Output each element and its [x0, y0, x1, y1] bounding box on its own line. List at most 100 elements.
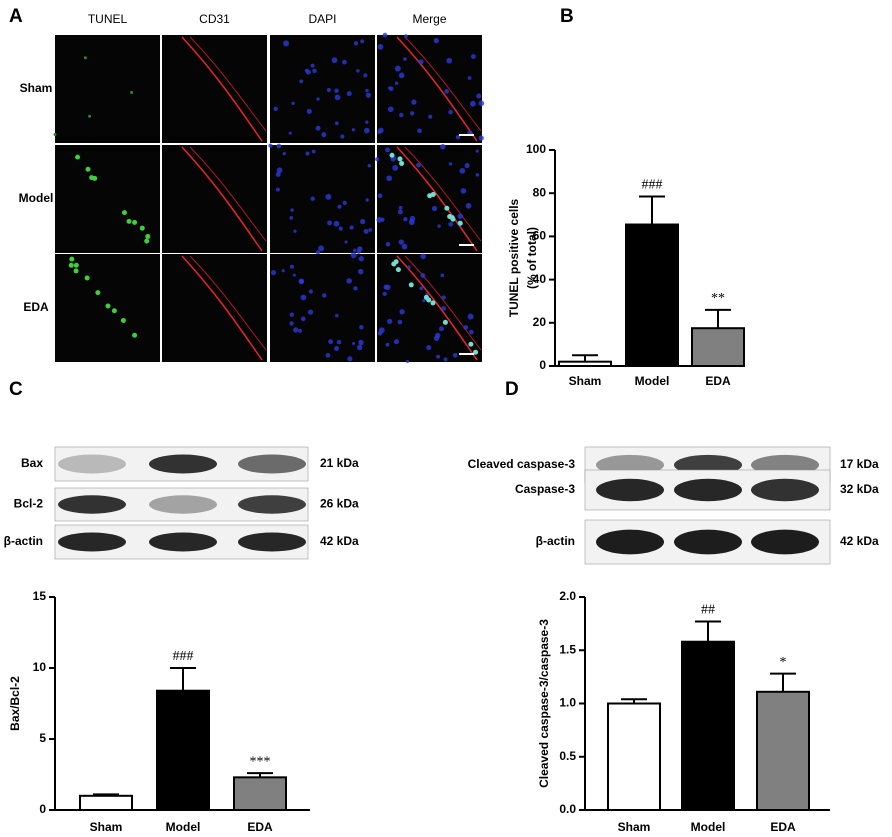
vessel — [181, 255, 263, 361]
nucleus — [347, 356, 353, 362]
nucleus — [403, 217, 408, 222]
nucleus — [276, 143, 282, 149]
nucleus — [363, 127, 370, 134]
nucleus — [392, 164, 399, 171]
nucleus — [403, 57, 407, 61]
nucleus — [438, 326, 445, 332]
tunel-cell — [88, 114, 92, 118]
tunel-cell — [132, 219, 138, 225]
y-axis-label: Cleaved caspase-3/caspase-3 — [537, 619, 551, 788]
nucleus — [443, 357, 448, 362]
tunel-cell — [121, 210, 127, 216]
nucleus — [420, 273, 426, 278]
panel-label: C — [9, 379, 23, 400]
nucleus — [475, 149, 479, 153]
blot-band — [674, 478, 742, 502]
nucleus — [281, 269, 285, 273]
blot-band — [596, 478, 664, 502]
micrograph — [270, 145, 375, 253]
nucleus — [465, 203, 472, 209]
nucleus — [306, 108, 312, 115]
nucleus — [299, 79, 304, 84]
nucleus — [378, 127, 384, 134]
nucleus — [464, 162, 470, 169]
blot-band — [58, 495, 126, 514]
tunel-cell — [457, 220, 463, 226]
nucleus — [338, 226, 343, 231]
nucleus — [308, 289, 313, 294]
nucleus — [326, 87, 331, 93]
nucleus — [368, 228, 373, 232]
nucleus — [440, 273, 445, 278]
nucleus — [383, 284, 389, 290]
nucleus — [365, 92, 372, 98]
y-tick-label: 20 — [533, 315, 547, 329]
nucleus — [377, 44, 384, 50]
nucleus — [344, 240, 348, 244]
nucleus — [399, 112, 404, 118]
nucleus — [455, 134, 461, 140]
vessel — [181, 36, 263, 142]
y-tick-label: 60 — [533, 229, 547, 243]
nucleus — [441, 306, 447, 311]
blot-band — [751, 529, 819, 555]
nucleus — [431, 205, 438, 212]
nucleus — [398, 205, 403, 210]
nucleus — [433, 335, 440, 342]
tunel-cell — [120, 317, 126, 323]
tunel-cell — [69, 256, 75, 262]
micrograph — [270, 35, 375, 143]
bar — [156, 689, 210, 811]
nucleus — [342, 200, 347, 206]
nucleus — [398, 72, 405, 79]
y-tick-label: 0.5 — [559, 749, 576, 763]
bar — [681, 640, 735, 811]
nucleus — [291, 101, 295, 106]
y-tick-label: 0 — [539, 358, 546, 372]
y-tick-label: 2.0 — [559, 589, 576, 603]
blot-size: 42 kDa — [320, 534, 359, 548]
nucleus — [399, 309, 405, 315]
nucleus — [467, 313, 474, 320]
blot-band — [149, 454, 217, 474]
vessel — [189, 255, 267, 351]
nucleus — [478, 135, 484, 141]
nucleus — [365, 198, 369, 202]
bar — [79, 794, 133, 811]
nucleus — [375, 157, 380, 162]
tunel-cell — [395, 267, 401, 273]
nucleus — [470, 54, 476, 60]
tunel-cell — [145, 233, 151, 239]
tunel-cell — [84, 275, 90, 281]
nucleus — [290, 208, 294, 212]
nucleus — [304, 68, 309, 73]
bar — [691, 327, 745, 368]
tunel-cell — [389, 152, 395, 158]
blot-size: 32 kDa — [840, 482, 879, 496]
x-tick-label: Model — [691, 820, 726, 834]
tunel-cell — [408, 282, 414, 288]
y-tick-label: 80 — [533, 185, 547, 199]
bar — [607, 702, 661, 811]
nucleus — [411, 99, 417, 105]
blot-size: 26 kDa — [320, 497, 359, 511]
nucleus — [365, 88, 369, 93]
blot-band — [149, 532, 217, 552]
bar — [756, 690, 810, 811]
nucleus — [334, 94, 341, 101]
significance-label: *** — [250, 754, 271, 769]
nucleus — [394, 81, 399, 85]
blot-band — [238, 454, 306, 474]
tunel-cell — [139, 225, 145, 231]
nucleus — [446, 57, 453, 64]
nucleus — [469, 100, 476, 107]
nucleus — [358, 256, 364, 262]
nucleus — [393, 339, 400, 345]
nucleus — [380, 217, 385, 222]
tunel-cell — [449, 215, 455, 221]
significance-label: ** — [711, 291, 725, 306]
nucleus — [387, 106, 394, 113]
nucleus — [385, 242, 391, 247]
nucleus — [346, 278, 352, 284]
nucleus — [335, 313, 339, 318]
